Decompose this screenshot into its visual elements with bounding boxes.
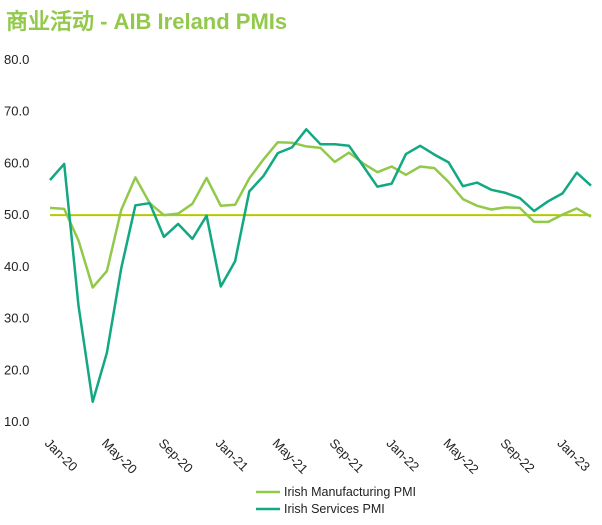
y-tick-label: 30.0: [4, 311, 29, 326]
y-tick-label: 10.0: [4, 414, 29, 429]
y-tick-label: 70.0: [4, 104, 29, 119]
x-tick-label: May-20: [99, 436, 140, 477]
series-line-manufacturing: [49, 140, 592, 289]
chart-title: 商业活动 - AIB Ireland PMIs: [6, 9, 288, 34]
x-tick-label: Sep-21: [327, 436, 367, 476]
y-tick-label: 60.0: [4, 155, 29, 170]
x-tick-label: May-21: [270, 436, 311, 477]
x-tick-label: Sep-22: [497, 436, 537, 476]
legend-label-services: Irish Services PMI: [284, 502, 385, 516]
x-tick-label: May-22: [441, 436, 482, 477]
legend: Irish Manufacturing PMI Irish Services P…: [256, 485, 416, 516]
x-tick-label: Jan-23: [554, 436, 593, 475]
x-axis-ticks: Jan-20 May-20 Sep-20 Jan-21 May-21 Sep-21 Jan-…: [42, 436, 593, 477]
y-tick-label: 80.0: [4, 52, 29, 67]
y-tick-label: 50.0: [4, 207, 29, 222]
y-axis-ticks: 10.0 20.0 30.0 40.0 50.0 60.0 70.0 80.0: [4, 52, 29, 429]
x-tick-label: Jan-20: [42, 436, 81, 475]
series-line-services: [49, 128, 592, 404]
x-tick-label: Sep-20: [156, 436, 196, 476]
y-tick-label: 40.0: [4, 259, 29, 274]
x-tick-label: Jan-22: [384, 436, 423, 475]
y-tick-label: 20.0: [4, 362, 29, 377]
legend-label-manufacturing: Irish Manufacturing PMI: [284, 485, 416, 499]
x-tick-label: Jan-21: [213, 436, 252, 475]
